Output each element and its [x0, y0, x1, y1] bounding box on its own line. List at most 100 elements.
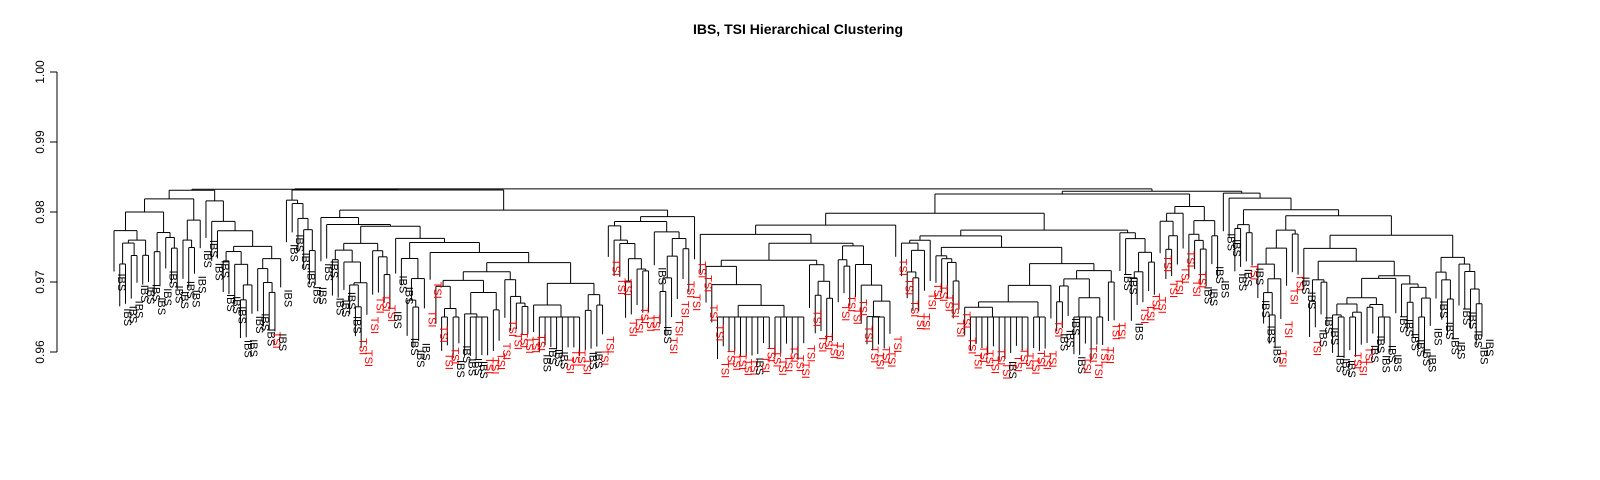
leaf-label: TSI	[644, 315, 656, 332]
leaf-label: TSI	[1040, 353, 1052, 370]
leaf-label: TSI	[443, 353, 455, 370]
leaf-label: TSI	[575, 349, 587, 366]
leaf-label: IBS	[460, 345, 472, 363]
leaf-label: IBS	[1334, 355, 1346, 373]
leaf-label: IBS	[126, 306, 138, 324]
leaf-label: IBS	[1374, 336, 1386, 354]
leaf-label: IBS	[655, 267, 667, 285]
leaf-label: IBS	[661, 326, 673, 344]
leaf-label: IBS	[1075, 356, 1087, 374]
leaf-label: TSI	[678, 301, 690, 318]
leaf-label: TSI	[563, 357, 575, 374]
leaf-label: TSI	[1104, 347, 1116, 364]
leaf-label: IBS	[1345, 360, 1357, 378]
leaf-label: TSI	[1184, 250, 1196, 267]
leaf-label: IBS	[316, 287, 328, 305]
leaf-label: TSI	[833, 343, 845, 360]
leaf-label: TSI	[1098, 347, 1110, 364]
leaf-label: IBS	[1213, 266, 1225, 284]
leaf-label: IBS	[328, 261, 340, 279]
leaf-label: IBS	[1270, 346, 1282, 364]
leaf-label: TSI	[598, 349, 610, 366]
leaf-label: IBS	[1460, 308, 1472, 326]
leaf-label: TSI	[437, 326, 449, 343]
leaf-label: TSI	[822, 333, 834, 350]
leaf-label: TSI	[707, 305, 719, 322]
leaf-label: TSI	[270, 332, 282, 349]
leaf-label: TSI	[925, 293, 937, 310]
leaf-label: TSI	[994, 348, 1006, 365]
leaf-label: IBS	[420, 343, 432, 361]
leaf-label: IBS	[1449, 337, 1461, 355]
leaf-label: IBS	[132, 301, 144, 319]
y-tick-label: 1.00	[33, 60, 47, 84]
leaf-label: TSI	[1276, 350, 1288, 367]
leaf-label: IBS	[1265, 326, 1277, 344]
leaf-label: TSI	[1012, 355, 1024, 372]
leaf-label: IBS	[224, 294, 236, 312]
leaf-label: IBS	[138, 285, 150, 303]
leaf-label: IBS	[299, 253, 311, 271]
leaf-label: IBS	[1414, 339, 1426, 357]
leaf-label: TSI	[1035, 350, 1047, 367]
leaf-label: TSI	[517, 331, 529, 348]
leaf-label: TSI	[356, 338, 368, 355]
leaf-label: TSI	[828, 342, 840, 359]
leaf-label: IBS	[1420, 348, 1432, 366]
leaf-label: IBS	[397, 276, 409, 294]
leaf-label: TSI	[1196, 271, 1208, 288]
leaf-label: IBS	[1466, 312, 1478, 330]
leaf-label: TSI	[742, 359, 754, 376]
leaf-label: IBS	[276, 333, 288, 351]
leaf-label: TSI	[1362, 347, 1374, 364]
leaf-label: IBS	[1477, 347, 1489, 365]
leaf-label: TSI	[1351, 352, 1363, 369]
leaf-label: TSI	[374, 297, 386, 314]
dendrogram-links	[113, 188, 1483, 361]
leaf-label: IBS	[1316, 329, 1328, 347]
leaf-label: IBS	[322, 263, 334, 281]
leaf-label: IBS	[259, 313, 271, 331]
leaf-label: IBS	[558, 352, 570, 370]
leaf-label: TSI	[799, 362, 811, 379]
leaf-label: TSI	[793, 355, 805, 372]
leaf-label: TSI	[1017, 348, 1029, 365]
leaf-label: TSI	[713, 324, 725, 341]
leaf-label: TSI	[1092, 362, 1104, 379]
leaf-label: IBS	[1472, 330, 1484, 348]
leaf-label: TSI	[368, 317, 380, 334]
leaf-label: IBS	[155, 297, 167, 315]
leaf-label: TSI	[673, 319, 685, 336]
leaf-label: TSI	[1138, 307, 1150, 324]
leaf-label: IBS	[201, 250, 213, 268]
leaf-label: TSI	[609, 259, 621, 276]
leaf-label: IBS	[333, 298, 345, 316]
leaf-label: IBS	[1368, 345, 1380, 363]
leaf-label: IBS	[1322, 316, 1334, 334]
leaf-label: IBS	[1127, 277, 1139, 295]
leaf-label: IBS	[190, 290, 202, 308]
leaf-label: IBS	[592, 351, 604, 369]
leaf-label: IBS	[282, 289, 294, 307]
leaf-label: TSI	[506, 320, 518, 337]
leaf-label: TSI	[845, 295, 857, 312]
leaf-label: TSI	[874, 352, 886, 369]
leaf-label: IBS	[195, 276, 207, 294]
leaf-label: IBS	[230, 296, 242, 314]
leaf-label: TSI	[1167, 281, 1179, 298]
leaf-label: TSI	[770, 350, 782, 367]
leaf-label: IBS	[305, 270, 317, 288]
leaf-label: TSI	[1086, 346, 1098, 363]
leaf-label: TSI	[879, 346, 891, 363]
leaf-label: IBS	[1063, 330, 1075, 348]
leaf-label: IBS	[241, 340, 253, 358]
leaf-label: IBS	[1006, 361, 1018, 379]
leaf-label: IBS	[351, 316, 363, 334]
leaf-label: TSI	[604, 336, 616, 353]
leaf-label: TSI	[920, 313, 932, 330]
leaf-label: IBS	[552, 349, 564, 367]
leaf-label: TSI	[948, 301, 960, 318]
leaf-label: IBS	[753, 357, 765, 375]
leaf-label: IBS	[1121, 273, 1133, 291]
leaf-label: TSI	[966, 337, 978, 354]
